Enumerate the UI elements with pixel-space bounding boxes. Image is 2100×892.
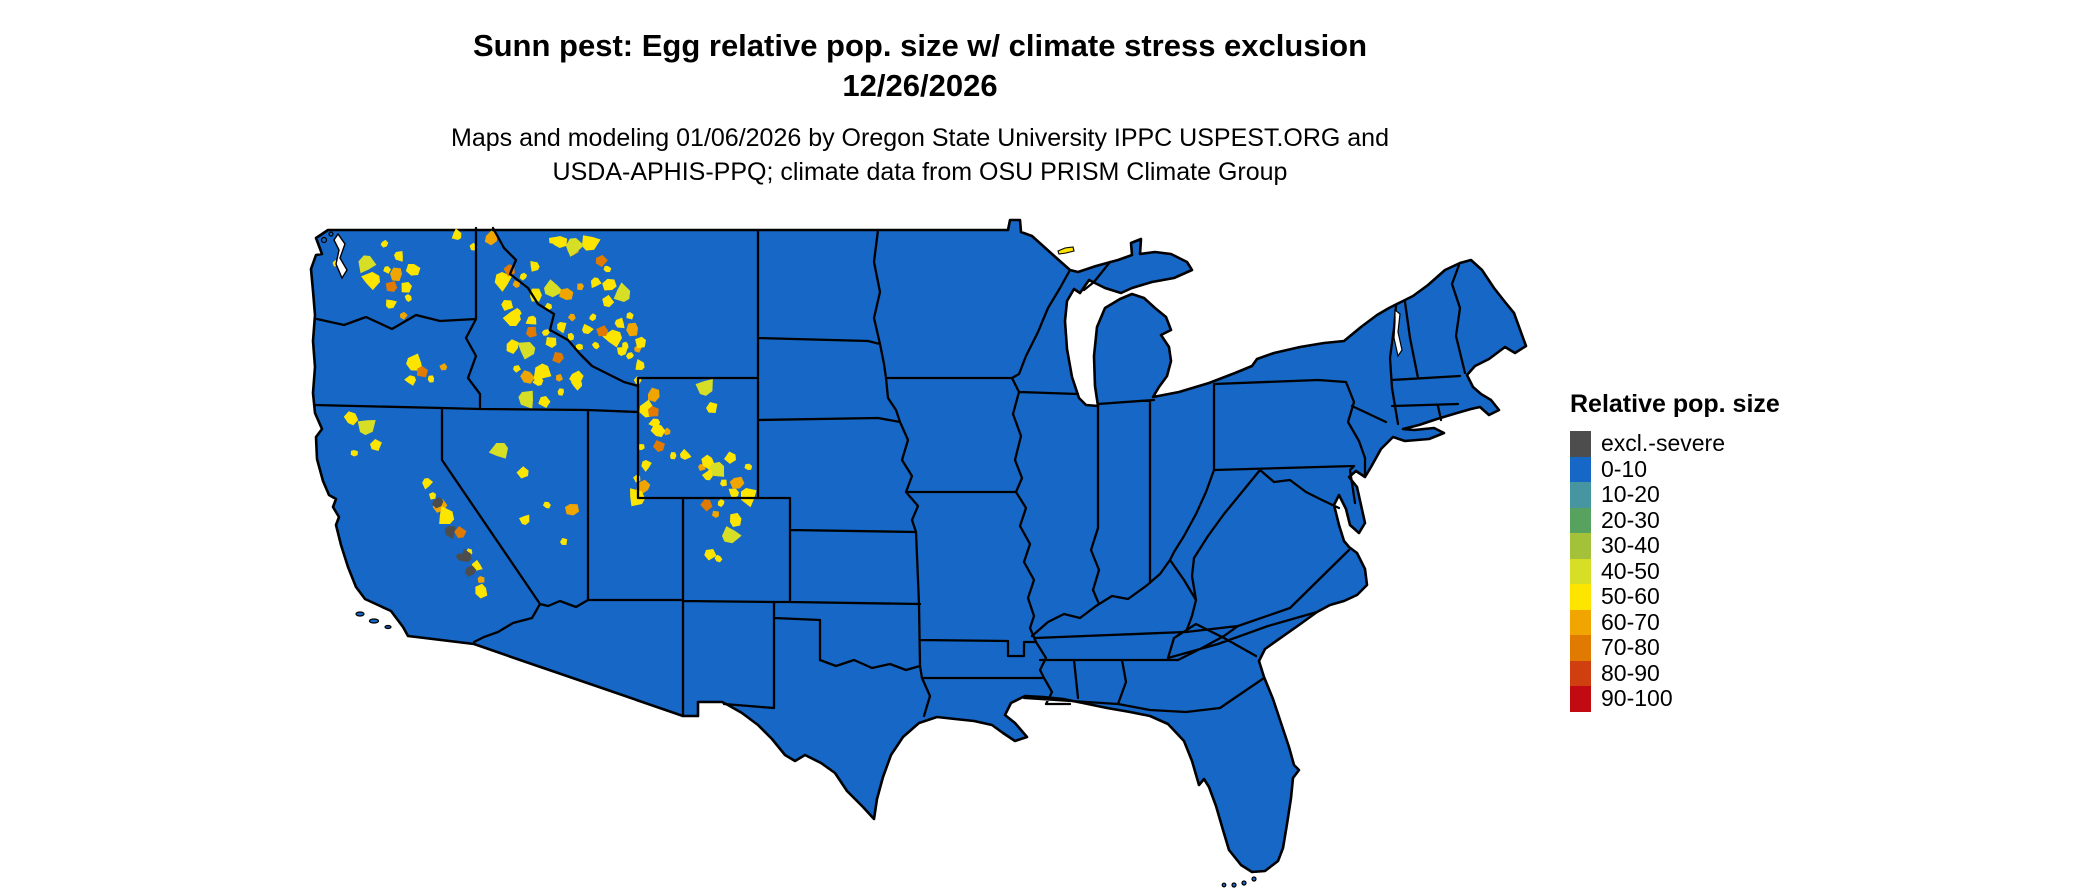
legend-swatch [1570,609,1591,635]
map-title-date: 12/26/2026 [842,68,998,103]
legend-label: 90-100 [1601,685,1673,712]
legend-label: 0-10 [1601,455,1648,482]
legend: Relative pop. size excl.-severe 0-10 10-20… [1570,390,1870,712]
legend-row: 10-20 [1570,481,1870,508]
legend-label: 10-20 [1601,481,1660,508]
map-subtitle-line1: Maps and modeling 01/06/2026 by Oregon S… [451,124,1389,152]
legend-swatch [1570,558,1591,584]
puget-sound-water [333,232,348,280]
legend-row: 80-90 [1570,659,1870,686]
legend-title: Relative pop. size [1570,390,1780,418]
legend-label: 50-60 [1601,583,1660,610]
legend-row: 90-100 [1570,685,1870,712]
legend-label: 40-50 [1601,557,1660,584]
legend-rows: excl.-severe 0-10 10-20 20-30 30-40 40-50 50-6… [1570,430,1870,712]
legend-label: 60-70 [1601,608,1660,635]
us-map [308,208,1528,888]
legend-row: 30-40 [1570,532,1870,559]
legend-label: 80-90 [1601,659,1660,686]
legend-label: 70-80 [1601,634,1660,661]
legend-swatch [1570,635,1591,661]
isle-royale-sliver [1057,246,1075,255]
legend-row: 60-70 [1570,608,1870,635]
legend-swatch [1570,482,1591,508]
legend-swatch [1570,431,1591,457]
lake-champlain-water [1393,308,1403,358]
legend-label: 30-40 [1601,532,1660,559]
legend-row: 70-80 [1570,634,1870,661]
legend-label: excl.-severe [1601,430,1725,457]
legend-row: excl.-severe [1570,430,1870,457]
legend-swatch [1570,507,1591,533]
coastal-islands [320,231,1257,888]
legend-row: 50-60 [1570,583,1870,610]
legend-swatch [1570,533,1591,559]
legend-row: 40-50 [1570,557,1870,584]
us-map-svg [309,218,1528,888]
legend-swatch [1570,686,1591,712]
map-subtitle-block: Maps and modeling 01/06/2026 by Oregon S… [0,121,1840,189]
legend-label: 20-30 [1601,506,1660,533]
map-title-block: Sunn pest: Egg relative pop. size w/ cli… [0,26,1840,106]
state-borders [312,226,1467,718]
legend-swatch [1570,584,1591,610]
map-subtitle-line2: USDA-APHIS-PPQ; climate data from OSU PR… [552,158,1288,186]
legend-swatch [1570,660,1591,686]
map-title: Sunn pest: Egg relative pop. size w/ cli… [472,28,1368,63]
us-landmass [309,218,1528,874]
legend-row: 0-10 [1570,455,1870,482]
legend-swatch [1570,456,1591,482]
legend-row: 20-30 [1570,506,1870,533]
